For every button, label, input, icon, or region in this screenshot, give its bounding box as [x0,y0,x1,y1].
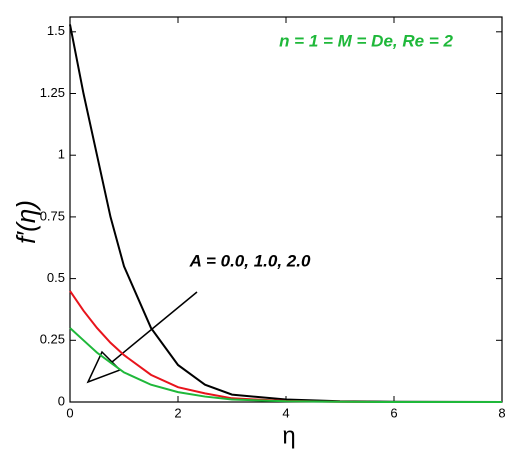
x-tick-label: 0 [66,405,73,420]
x-tick-label: 4 [282,405,289,420]
x-tick-label: 8 [498,405,505,420]
parameter-note: n = 1 = M = De, Re = 2 [279,31,453,50]
y-axis-label: f′(η) [11,200,41,244]
line-series [69,327,502,403]
y-tick-label: 1.25 [40,85,65,100]
y-tick-label: 0.5 [47,270,65,285]
plot-frame [69,16,503,403]
y-tick-label: 1 [58,147,65,162]
y-tick-label: 0 [58,393,65,408]
y-tick-label: 1.5 [47,23,65,38]
y-tick-label: 0.75 [40,208,65,223]
line-series [69,24,503,403]
x-axis-label: η [282,422,295,449]
arrow-note: A = 0.0, 1.0, 2.0 [189,251,311,270]
x-tick-label: 2 [174,405,181,420]
x-tick-label: 6 [390,405,397,420]
arrow [86,291,198,384]
line-series [69,290,502,403]
y-tick-label: 0.25 [40,332,65,347]
